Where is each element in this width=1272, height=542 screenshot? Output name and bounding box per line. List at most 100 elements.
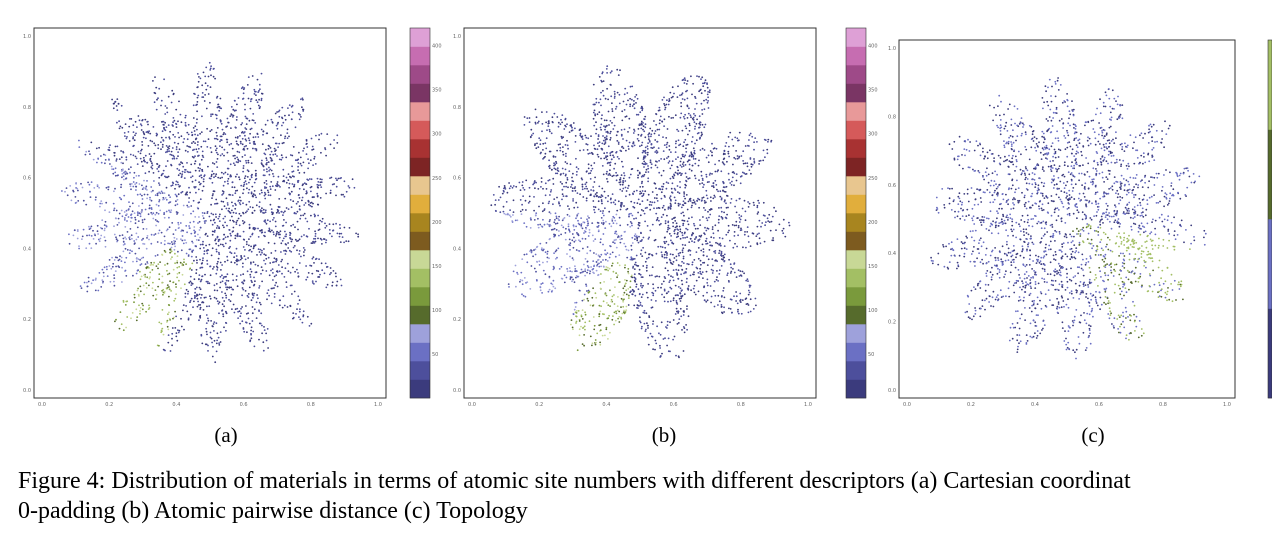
scatter-point [264,231,266,234]
scatter-point [69,185,72,187]
scatter-point [190,163,193,166]
scatter-point [618,93,621,96]
scatter-point [183,258,185,261]
scatter-point [126,231,129,233]
scatter-point [586,149,589,151]
scatter-point [321,269,324,272]
scatter-point [101,279,104,281]
scatter-point [685,281,688,284]
scatter-point [160,190,163,193]
scatter-point [242,288,245,291]
scatter-point [654,275,657,278]
scatter-point [753,204,755,207]
scatter-point [664,251,667,254]
scatter-point [615,179,618,182]
scatter-point [549,190,552,193]
scatter-point [757,211,760,214]
scatter-point [624,310,627,313]
scatter-point [668,99,671,102]
scatter-point [285,286,288,288]
scatter-point [274,112,277,115]
scatter-point [680,279,683,282]
scatter-point [95,147,98,150]
scatter-point [325,239,328,242]
scatter-point [213,296,216,299]
scatter-point [175,293,178,296]
scatter-point [186,193,189,196]
scatter-point [541,292,543,294]
scatter-point [261,332,263,335]
scatter-point [244,290,247,292]
scatter-point [718,215,721,218]
scatter-point [640,282,642,285]
scatter-point [103,227,106,230]
scatter-point [687,223,690,226]
scatter-point [78,247,80,250]
scatter-point [574,135,577,137]
scatter-point [233,261,236,264]
scatter-point [609,331,611,334]
scatter-point [96,230,99,233]
scatter-point [609,289,611,292]
scatter-point [115,318,117,321]
scatter-point [135,157,138,160]
scatter-point [231,273,234,276]
scatter-point [250,98,253,100]
scatter-point [602,233,605,235]
scatter-point [155,265,158,267]
scatter-point [239,258,242,261]
scatter-point [603,152,606,155]
scatter-point [212,345,214,348]
x-tick-label: 0.8 [307,402,315,408]
scatter-point [617,74,620,76]
scatter-point [608,256,611,259]
scatter-point [207,282,209,285]
scatter-point [681,172,683,175]
scatter-point [269,262,272,264]
scatter-point [112,172,115,175]
scatter-point [754,297,757,300]
scatter-point [239,135,241,137]
scatter-point [209,69,212,71]
scatter-point [266,170,268,173]
scatter-point [301,184,304,187]
scatter-point [76,187,79,190]
scatter-point [706,242,709,245]
scatter-point [526,281,529,283]
scatter-point [586,218,588,221]
scatter-point [218,342,221,344]
scatter-point [239,315,242,318]
scatter-point [162,172,164,175]
scatter-point [146,276,149,279]
scatter-point [158,321,161,324]
scatter-point [653,207,655,210]
scatter-point [339,278,342,281]
scatter-point [649,201,652,203]
scatter-point [226,180,229,183]
scatter-point [314,240,317,243]
scatter-point [647,135,650,138]
scatter-point [521,283,524,286]
scatter-point [171,222,174,224]
scatter-point [605,253,607,256]
scatter-point [205,250,208,252]
scatter-point [729,182,732,184]
scatter-point [284,235,287,238]
scatter-point [171,337,173,340]
scatter-point [219,243,222,246]
scatter-point [278,206,281,208]
scatter-point [688,217,690,220]
scatter-point [596,153,599,156]
scatter-point [683,191,685,194]
scatter-point [727,150,730,153]
scatter-point [101,268,104,271]
scatter-point [139,307,142,309]
scatter-point [738,197,741,200]
scatter-point [734,242,736,245]
scatter-point [566,177,569,179]
scatter-point [335,275,337,278]
scatter-point [495,210,497,213]
scatter-point [585,197,588,200]
scatter-point [227,235,229,238]
scatter-point [614,319,617,322]
